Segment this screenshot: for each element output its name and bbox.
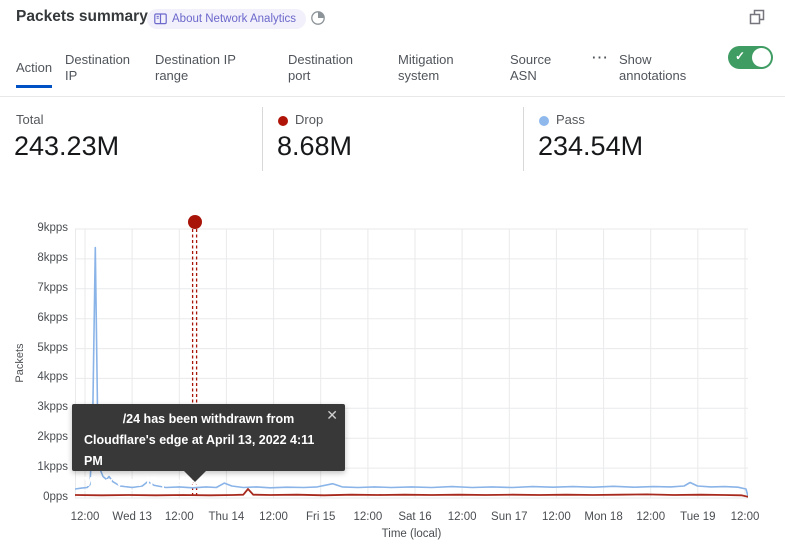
x-tick-label: Mon 18 bbox=[584, 511, 623, 523]
stat-drop-value: 8.68M bbox=[277, 131, 353, 161]
x-tick-label: 12:00 bbox=[730, 511, 760, 523]
about-network-analytics-badge[interactable]: About Network Analytics bbox=[147, 9, 307, 29]
tab-destination-ip-range[interactable]: Destination IP range bbox=[155, 51, 236, 83]
y-tick-label: 6kpps bbox=[37, 311, 68, 324]
time-range-pie-icon[interactable] bbox=[310, 10, 326, 26]
x-tick-label: Sat 16 bbox=[398, 511, 432, 523]
stat-pass-label: Pass bbox=[556, 112, 585, 127]
close-icon[interactable]: ✕ bbox=[326, 407, 338, 423]
x-tick-label: 12:00 bbox=[70, 511, 100, 523]
annotation-marker-icon[interactable] bbox=[188, 215, 202, 229]
x-tick-label: 12:00 bbox=[164, 511, 194, 523]
toggle-knob bbox=[752, 48, 771, 67]
y-tick-label: 9kpps bbox=[37, 222, 68, 234]
badge-label: About Network Analytics bbox=[172, 13, 297, 25]
tab-mitigation-system[interactable]: Mitigation system bbox=[398, 51, 454, 83]
x-tick-label: Tue 19 bbox=[680, 511, 716, 523]
y-axis-title: Packets bbox=[14, 343, 26, 383]
chart-canvas[interactable] bbox=[75, 220, 748, 500]
stat-total-value: 243.23M bbox=[14, 131, 120, 161]
tooltip-arrow bbox=[183, 470, 207, 482]
show-annotations-label: Show annotations bbox=[619, 51, 687, 83]
x-tick-label: Fri 15 bbox=[306, 511, 336, 523]
x-tick-label: 12:00 bbox=[353, 511, 383, 523]
show-annotations-toggle[interactable]: ✓ bbox=[728, 46, 773, 69]
tab-source-asn[interactable]: Source ASN bbox=[510, 51, 552, 83]
y-tick-label: 1kpps bbox=[37, 461, 68, 474]
x-tick-label: 12:00 bbox=[447, 511, 477, 523]
annotation-tooltip: ✕ /24 has been withdrawn from Cloudflare… bbox=[72, 404, 345, 489]
tab-action[interactable]: Action bbox=[16, 45, 53, 90]
stat-divider bbox=[262, 107, 263, 171]
stat-total-label: Total bbox=[16, 112, 44, 127]
check-icon: ✓ bbox=[735, 49, 746, 63]
popout-icon[interactable] bbox=[749, 9, 765, 25]
stat-divider bbox=[523, 107, 524, 171]
y-tick-label: 2kpps bbox=[37, 431, 68, 444]
page-title: Packets summary bbox=[16, 8, 148, 25]
dimension-tabs: Action Destination IP Destination IP ran… bbox=[0, 45, 785, 90]
y-tick-label: 0pps bbox=[43, 491, 68, 503]
x-tick-label: 12:00 bbox=[542, 511, 571, 523]
drop-legend-dot bbox=[278, 116, 288, 126]
x-axis-title: Time (local) bbox=[381, 528, 442, 540]
x-tick-label: Sun 17 bbox=[491, 511, 528, 523]
tab-destination-port[interactable]: Destination port bbox=[288, 51, 354, 83]
y-tick-label: 7kpps bbox=[37, 281, 68, 294]
y-tick-label: 8kpps bbox=[37, 251, 68, 264]
pass-legend-dot bbox=[539, 116, 549, 126]
stat-drop-label: Drop bbox=[295, 112, 324, 127]
y-tick-label: 4kpps bbox=[37, 371, 68, 384]
view-ip-prefixes-link[interactable]: View your IP prefixes bbox=[84, 475, 210, 489]
more-tabs-button[interactable]: ⋯ bbox=[591, 48, 609, 67]
tooltip-text-line1: /24 has been withdrawn from bbox=[122, 412, 295, 426]
x-tick-label: 12:00 bbox=[636, 511, 666, 523]
tab-destination-ip[interactable]: Destination IP bbox=[65, 51, 131, 83]
x-tick-label: 12:00 bbox=[259, 511, 288, 523]
tooltip-text-line2: Cloudflare's edge at April 13, 2022 4:11… bbox=[84, 433, 315, 468]
book-icon bbox=[154, 13, 167, 25]
y-tick-label: 3kpps bbox=[37, 401, 68, 414]
tabs-divider bbox=[0, 96, 785, 97]
x-tick-label: Thu 14 bbox=[208, 511, 245, 523]
stat-pass-value: 234.54M bbox=[538, 131, 644, 161]
y-tick-label: 5kpps bbox=[37, 341, 68, 354]
x-tick-label: Wed 13 bbox=[112, 511, 152, 523]
